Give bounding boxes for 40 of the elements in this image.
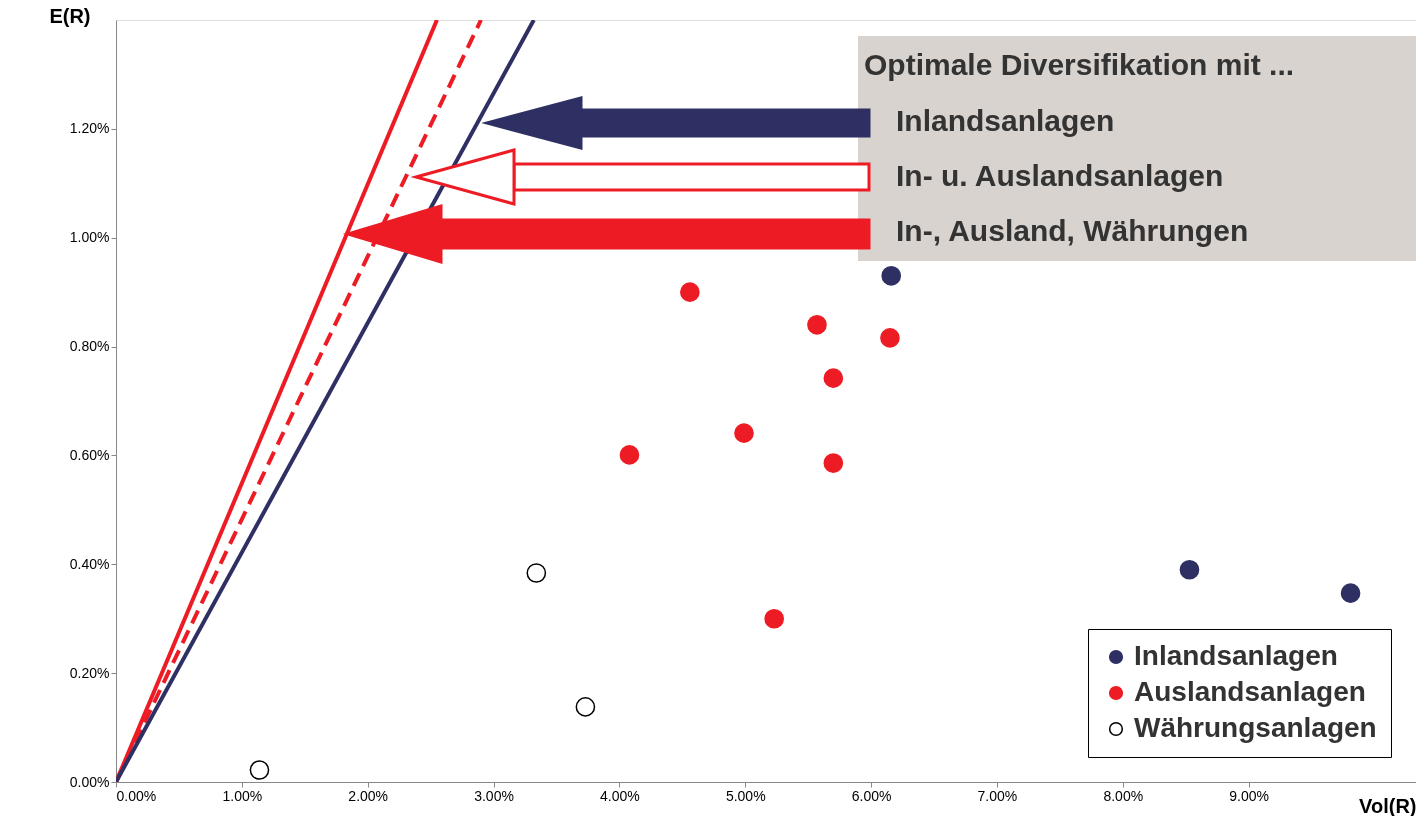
y-tick-label: 1.20%: [69, 120, 110, 137]
y-tick-label: 0.40%: [69, 555, 110, 572]
point: [764, 608, 785, 629]
legend-label: Währungsanlagen: [1134, 712, 1377, 743]
x-tick-label: 6.00%: [851, 787, 892, 804]
y-axis-title: E(R): [49, 4, 91, 27]
x-tick-label: 8.00%: [1103, 787, 1144, 804]
legend-label: Inlandsanlagen: [1134, 640, 1338, 671]
x-tick-label: 9.00%: [1229, 787, 1269, 804]
annotation: Optimale Diversifikation mit ...: [864, 48, 1295, 81]
y-tick-label: 0.20%: [69, 664, 110, 681]
point: [1340, 583, 1361, 603]
x-tick-label: 0.00%: [116, 787, 157, 804]
point: [807, 314, 827, 335]
point: [881, 266, 902, 286]
point: [526, 563, 547, 583]
annotation: In-, Ausland, Währungen: [896, 214, 1249, 247]
y-tick-label: 0.60%: [69, 446, 110, 463]
point: [249, 760, 270, 780]
point: [823, 368, 844, 388]
y-tick-label: 0.80%: [69, 338, 110, 355]
y-tick-label: 0.00%: [69, 773, 110, 790]
x-tick-label: 3.00%: [474, 787, 514, 804]
point: [619, 445, 640, 465]
point: [1179, 559, 1200, 580]
annotation: In- u. Auslandsanlagen: [896, 159, 1224, 192]
legend-label: Auslandsanlagen: [1134, 676, 1366, 707]
point: [734, 423, 754, 443]
x-tick-label: 1.00%: [222, 787, 263, 804]
y-tick-label: 1.00%: [69, 229, 110, 246]
x-axis-title: Vol(R): [1359, 794, 1417, 817]
point: [680, 282, 700, 302]
point: [880, 328, 900, 348]
annotation: Inlandsanlagen: [896, 104, 1115, 137]
point: [823, 453, 844, 473]
x-tick-label: 7.00%: [977, 787, 1018, 804]
point: [575, 697, 596, 717]
x-tick-label: 5.00%: [725, 787, 766, 804]
x-tick-label: 2.00%: [348, 787, 389, 804]
x-tick-label: 4.00%: [600, 787, 640, 804]
